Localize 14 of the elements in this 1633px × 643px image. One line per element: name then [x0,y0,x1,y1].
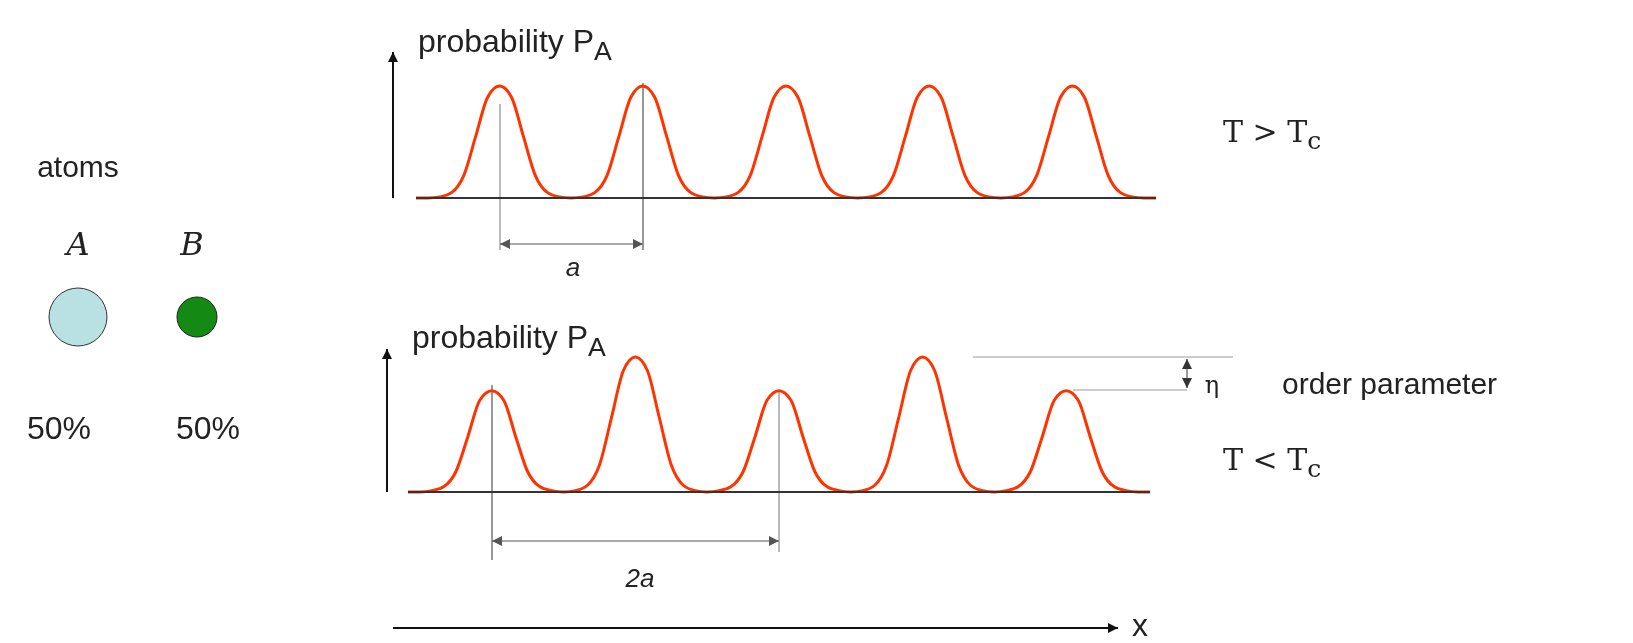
text: η [1204,370,1220,399]
text: 50% [175,410,241,447]
text: T < T$_{c}$ [1223,442,1322,484]
text: T > T$_{c}$ [1223,114,1322,156]
text: order parameter [1282,366,1498,400]
text: A [66,225,90,264]
text: atoms [37,149,119,183]
x-axis-title: x [1132,607,1148,643]
text: 50% [26,410,92,447]
text: 2a [625,562,655,593]
y-axis-title: probability P$_{A}$ [418,23,612,66]
text: a [565,251,581,282]
text: B [180,225,204,264]
y-axis-title: probability P$_{A}$ [412,319,606,362]
